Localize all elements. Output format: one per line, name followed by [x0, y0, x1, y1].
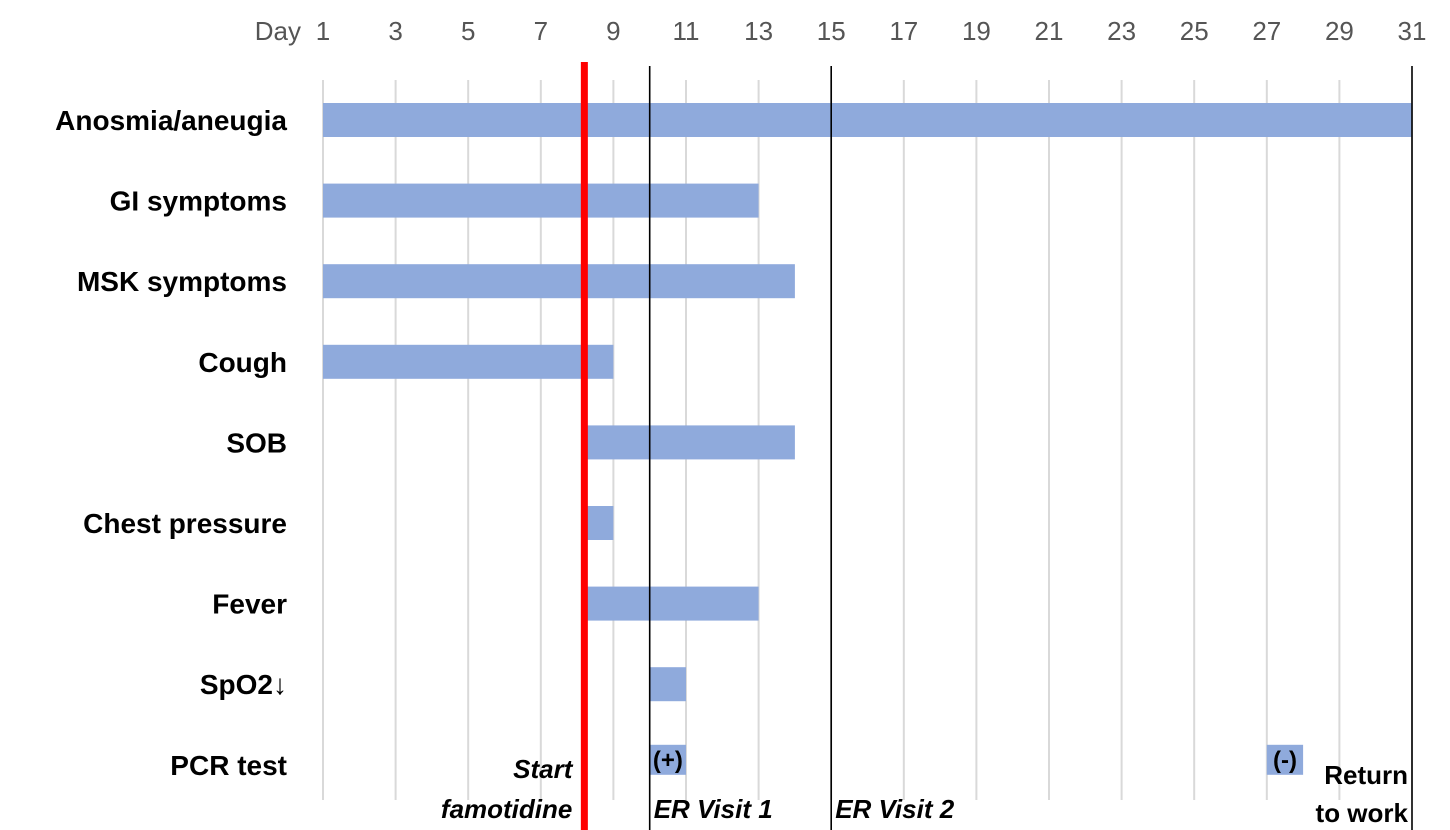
event-annotations: (+) (-) Start famotidine ER Visit 1 ER Visit …	[441, 747, 1409, 828]
bars	[323, 103, 1412, 775]
event-annotation-3-line-1: to work	[1316, 798, 1409, 828]
x-tick-label-7: 7	[534, 16, 548, 46]
event-annotation-3-line-0: Return	[1324, 760, 1408, 790]
x-tick-label-15: 15	[817, 16, 846, 46]
event-annotation-0-line-0: Start	[513, 754, 574, 784]
row-label-8: PCR test	[170, 750, 287, 781]
x-tick-label-25: 25	[1180, 16, 1209, 46]
row-label-1: GI symptoms	[110, 186, 287, 217]
x-tick-label-5: 5	[461, 16, 475, 46]
x-axis: Day 1 3 5 7 9 11 13 15 17 19 21 23 25 27 29 31	[255, 16, 1427, 46]
event-annotation-1: ER Visit 1	[654, 794, 773, 824]
x-tick-label-23: 23	[1107, 16, 1136, 46]
row-label-7: SpO2↓	[200, 669, 287, 700]
x-tick-label-13: 13	[744, 16, 773, 46]
row-label-4: SOB	[226, 427, 287, 458]
x-tick-label-11: 11	[673, 16, 700, 46]
event-annotation-2: ER Visit 2	[835, 794, 955, 824]
x-tick-label-19: 19	[962, 16, 991, 46]
row-label-2: MSK symptoms	[77, 266, 287, 297]
bar-row-0-0	[323, 103, 1412, 137]
x-tick-label-31: 31	[1398, 16, 1427, 46]
x-axis-label: Day	[255, 16, 301, 46]
bar-row-2-0	[323, 264, 795, 299]
bar-row-6-0	[584, 586, 759, 621]
bar-row-8-0	[649, 744, 686, 775]
x-tick-label-9: 9	[606, 16, 620, 46]
row-labels: Anosmia/aneugia GI symptoms MSK symptoms Co…	[55, 105, 287, 781]
x-tick-label-1: 1	[316, 16, 330, 46]
row-label-6: Fever	[212, 589, 287, 620]
bar-row-5-0	[584, 506, 614, 540]
event-annotation-0-line-1: famotidine	[441, 794, 572, 824]
bar-row-4-0	[584, 425, 795, 460]
event-lines	[580, 62, 1413, 830]
pcr-result-label-1: (-)	[1273, 747, 1297, 774]
row-label-0: Anosmia/aneugia	[55, 105, 287, 136]
bar-row-8-1	[1266, 744, 1304, 775]
row-label-5: Chest pressure	[83, 508, 287, 539]
x-tick-label-27: 27	[1252, 16, 1281, 46]
x-tick-label-29: 29	[1325, 16, 1354, 46]
row-label-3: Cough	[198, 347, 287, 378]
pcr-result-label-0: (+)	[653, 747, 683, 774]
bar-row-7-0	[649, 667, 686, 702]
x-tick-label-3: 3	[388, 16, 402, 46]
x-tick-label-21: 21	[1035, 16, 1064, 46]
bar-row-1-0	[323, 183, 759, 218]
bar-row-3-0	[323, 344, 614, 379]
x-tick-label-17: 17	[889, 16, 918, 46]
